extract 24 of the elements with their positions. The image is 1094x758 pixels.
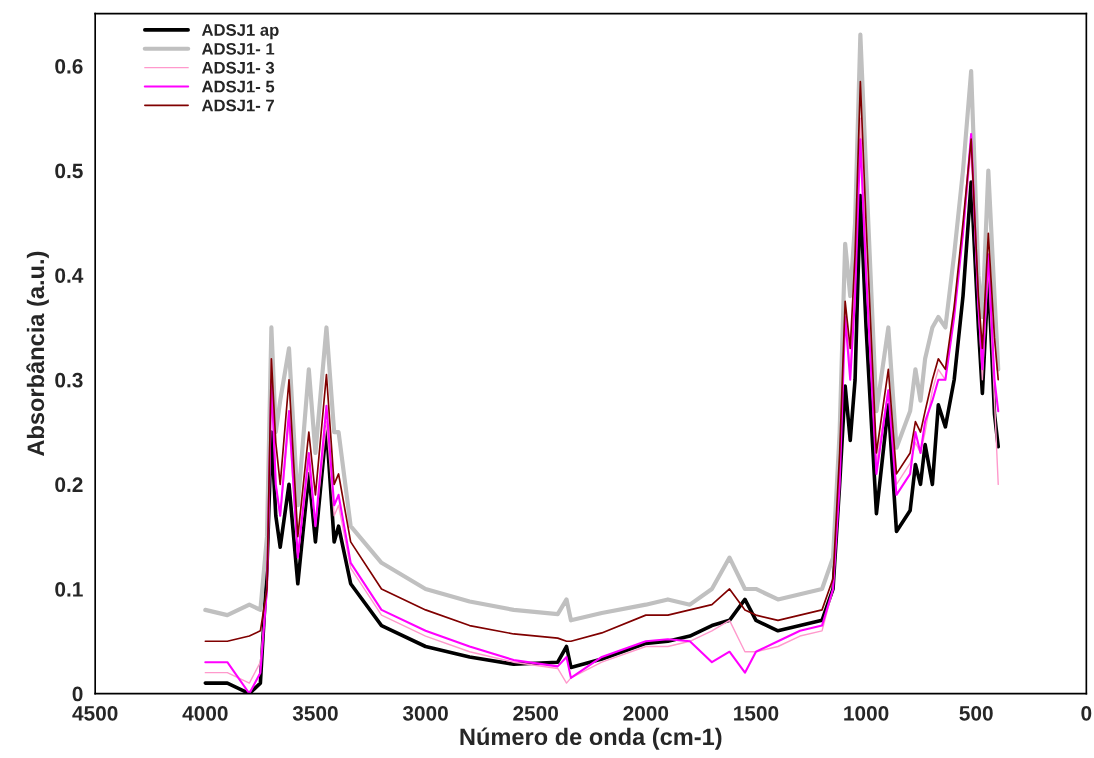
legend-label: ADSJ1- 5 xyxy=(201,80,275,93)
legend-label: ADSJ1- 7 xyxy=(201,99,274,112)
x-tick-label: 1000 xyxy=(844,705,889,721)
legend-label: ADSJ1- 1 xyxy=(201,42,275,55)
y-tick-label: 0 xyxy=(72,686,83,702)
y-tick-label: 0.2 xyxy=(55,477,83,493)
x-tick-label: 0 xyxy=(1081,705,1092,721)
x-tick-label: 4000 xyxy=(182,705,228,721)
x-axis-title: Número de onda (cm-1) xyxy=(460,727,722,750)
x-tick-label: 2000 xyxy=(623,705,669,721)
x-tick-label: 500 xyxy=(959,705,993,721)
x-tick-label: 1500 xyxy=(734,705,779,721)
y-tick-label: 0.1 xyxy=(55,581,83,597)
y-axis-title: Absorbância (a.u.) xyxy=(26,251,49,456)
y-tick-label: 0.4 xyxy=(55,268,84,283)
x-tick-label: 3500 xyxy=(292,705,338,721)
y-tick-label: 0.6 xyxy=(55,58,83,74)
x-tick-label: 2500 xyxy=(513,705,559,721)
legend-label: ADSJ1 ap xyxy=(201,24,279,40)
legend-label: ADSJ1- 3 xyxy=(201,61,275,74)
x-tick-label: 4500 xyxy=(72,705,118,721)
y-tick-label: 0.3 xyxy=(55,372,83,388)
x-tick-label: 3000 xyxy=(402,705,448,721)
y-tick-label: 0.5 xyxy=(55,163,83,179)
